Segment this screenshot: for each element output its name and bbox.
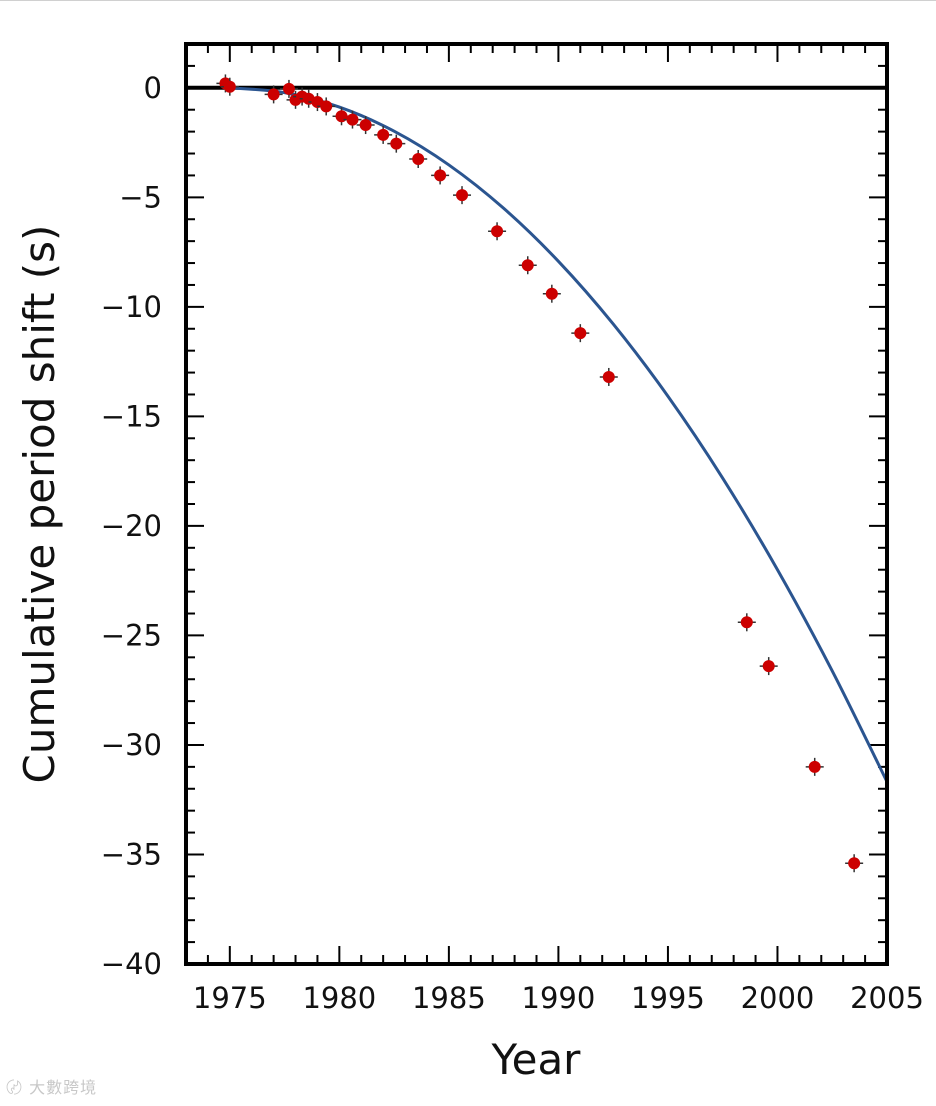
data-points-layer (216, 74, 864, 873)
data-point (279, 79, 298, 98)
data-point-marker (320, 100, 333, 113)
data-point (518, 256, 537, 275)
x-tick-label: 1975 (193, 981, 267, 1015)
top-border (0, 0, 936, 1)
data-point-marker (740, 616, 753, 629)
y-tick-label: −15 (101, 399, 162, 433)
data-point (453, 186, 472, 205)
data-point (737, 613, 756, 632)
data-point (805, 757, 824, 776)
x-tick-label: 2000 (741, 981, 815, 1015)
data-point-marker (456, 189, 469, 202)
watermark-logo: 〄 大數跨境 (6, 1078, 98, 1097)
data-point-marker (412, 153, 425, 165)
data-point-marker (223, 80, 236, 93)
data-point-marker (848, 857, 861, 870)
fit-curve (229, 86, 887, 783)
data-point-marker (377, 128, 390, 141)
data-point (317, 97, 336, 116)
y-tick-label: −30 (101, 728, 162, 762)
plot-frame (184, 42, 889, 966)
y-tick-label: 0 (144, 71, 162, 105)
data-point-marker (346, 113, 359, 126)
x-tick-label: 1990 (522, 981, 596, 1015)
data-point-marker (359, 119, 372, 132)
data-point-marker (491, 225, 504, 238)
tick-labels: 1975 1980 1985 1990 1995 2000 2005 0 −5 −10 −15 −20… (101, 71, 924, 1015)
y-tick-label: −5 (119, 180, 162, 214)
fit-curve-layer (229, 86, 887, 783)
data-point-marker (282, 82, 295, 95)
y-tick-label: −35 (101, 837, 162, 871)
data-point (374, 125, 393, 144)
data-point (264, 85, 283, 104)
y-tick-label: −20 (101, 509, 162, 543)
data-point-marker (521, 259, 534, 272)
y-tick-label: −10 (101, 290, 162, 324)
y-tick-label: −25 (101, 618, 162, 652)
data-point-marker (574, 327, 587, 340)
x-tick-label: 2005 (850, 981, 924, 1015)
x-tick-label: 1995 (631, 981, 705, 1015)
data-point (759, 657, 778, 676)
x-tick-label: 1980 (302, 981, 376, 1015)
data-point (356, 116, 375, 135)
data-point-marker (602, 370, 615, 383)
data-point-marker (808, 760, 821, 773)
data-point (220, 77, 239, 96)
data-point (409, 150, 428, 168)
data-point (431, 166, 450, 185)
data-point-marker (390, 137, 403, 150)
data-point-marker (335, 110, 348, 123)
data-point-marker (267, 88, 280, 101)
data-point (343, 110, 362, 129)
data-point (488, 222, 507, 241)
data-point-marker (545, 287, 558, 300)
data-point-marker (434, 169, 447, 182)
data-point (845, 854, 864, 873)
y-tick-label: −40 (101, 947, 162, 981)
y-axis-title: Cumulative period shift (s) (15, 225, 64, 784)
x-tick-label: 1985 (412, 981, 486, 1015)
data-point-marker (762, 660, 775, 673)
data-point (387, 134, 406, 153)
data-point (542, 284, 561, 303)
tick-marks (185, 43, 888, 965)
data-point (571, 324, 590, 343)
x-axis-title: Year (491, 1035, 582, 1084)
data-point (599, 367, 618, 386)
